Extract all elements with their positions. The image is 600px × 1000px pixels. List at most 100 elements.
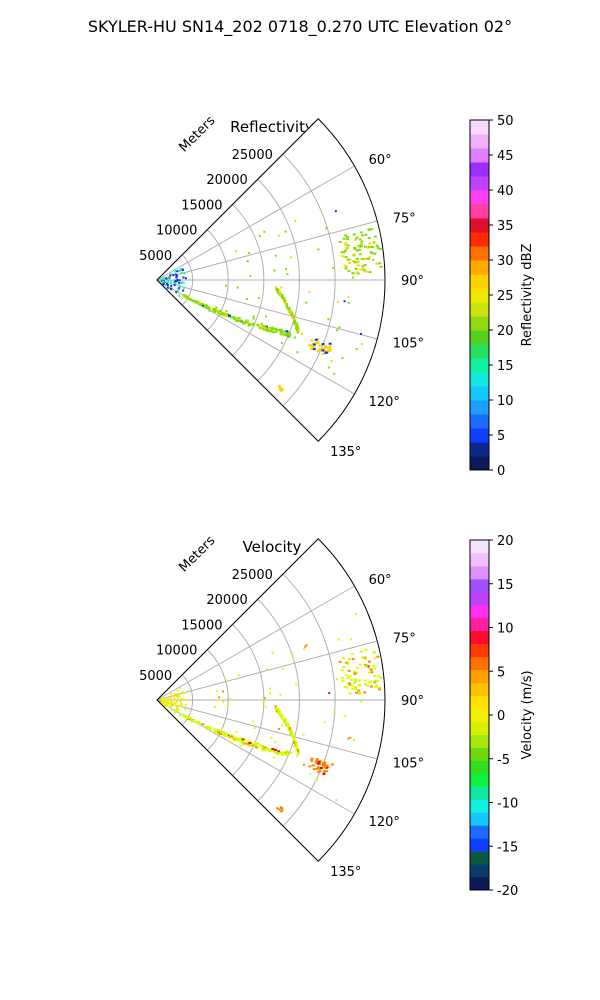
echo-pixel [270,736,273,739]
echo-pixel [174,282,177,285]
echo-pixel [343,264,347,267]
echo-pixel [178,284,181,287]
echo-pixel [280,388,283,391]
echo-pixel [378,247,382,250]
colorbar-segment [470,330,489,345]
echo-pixel [285,268,288,271]
echo-pixel [226,704,229,707]
echo-pixel [238,737,242,740]
echo-pixel [281,294,284,298]
echo-pixel [363,264,367,267]
colorbar-segment [470,734,489,748]
echo-pixel [317,248,320,251]
azimuth-gridline [156,585,355,701]
echo-pixel [183,716,187,719]
echo-pixel [167,278,170,281]
echo-pixel [218,310,222,313]
echo-pixel [325,764,329,767]
echo-pixel [287,331,291,334]
echo-pixel [258,327,262,330]
colorbar-segment [470,120,489,135]
colorbar-tick-label: 10 [497,394,514,409]
echo-pixel [353,670,357,673]
echo-pixel [355,257,359,260]
colorbar-segment [470,747,489,761]
echo-pixel [174,698,177,701]
echo-pixel [212,308,216,311]
echo-pixel [182,698,185,701]
echo-pixel [312,343,316,346]
echo-pixel [281,808,284,811]
r-tick-label: 15000 [181,618,222,633]
polar-panel-reflectivity: Reflectivity 5000 10000 15000 20000 25000 60° 7… [139,113,535,479]
polar-panel-velocity: Velocity 5000 10000 15000 20000 25000 60° 75° 90… [139,533,535,899]
echo-pixel [184,707,187,710]
echo-pixel [232,316,236,319]
echo-pixel [233,318,237,321]
echo-pixel [314,341,318,344]
colorbar-segment [470,372,489,387]
colorbar-tick-label: 40 [497,184,514,199]
echo-pixel [274,741,277,744]
r-tick-label: 5000 [139,249,172,264]
echo-pixel [328,345,332,348]
echo-pixel [354,688,358,691]
echo-pixel [361,268,365,271]
colorbar-tick-label: 5 [497,429,505,444]
echo-pixel [284,230,287,233]
echo-pixel [278,728,281,731]
echo-pixel [321,349,325,352]
echo-pixel [278,712,281,716]
echo-pixel [207,727,211,730]
echo-pixel [347,261,351,264]
echo-pixel [197,721,201,724]
echo-pixel [322,773,326,776]
echo-pixel [173,695,176,698]
echo-pixel [162,702,165,705]
echo-pixel [256,323,260,326]
echo-pixel [368,271,372,274]
echo-pixel [177,287,180,290]
echo-pixel [341,669,345,672]
echo-pixel [281,807,284,810]
echo-pixel [351,687,355,690]
echo-pixel [224,284,227,287]
echo-pixel [286,273,289,276]
echo-pixel [359,231,363,234]
echo-pixel [367,237,371,240]
r-tick-label: 20000 [206,173,247,188]
echo-pixel [173,696,176,699]
echo-pixel [348,675,352,678]
echo-pixel [169,700,172,703]
echo-pixel [215,306,218,309]
echo-pixel [341,680,345,683]
echo-pixel [237,674,240,677]
echo-pixel [292,315,295,319]
echo-pixel [276,807,279,810]
echo-pixel [373,657,377,660]
echo-pixel [282,718,285,722]
echo-pixel [161,278,164,281]
echo-pixel [265,746,269,749]
echo-pixel [274,330,278,333]
echo-pixel [302,733,305,736]
echo-pixel [293,322,296,326]
echo-pixel [281,752,285,755]
echo-pixel [347,669,351,672]
echo-pixel [261,745,265,748]
echo-pixel [170,284,173,287]
echo-pixel [358,253,362,256]
echo-pixel [346,238,350,241]
echo-pixel [242,740,246,743]
echo-pixel [322,771,326,774]
echo-pixel [278,386,281,389]
echo-pixel [165,277,168,280]
echo-pixel [375,684,379,687]
echo-pixel [324,766,328,769]
echo-pixel [311,764,315,767]
echo-pixel [354,686,358,689]
echo-pixel [253,726,256,729]
echo-pixel [224,732,228,735]
echo-pixel [216,729,220,732]
